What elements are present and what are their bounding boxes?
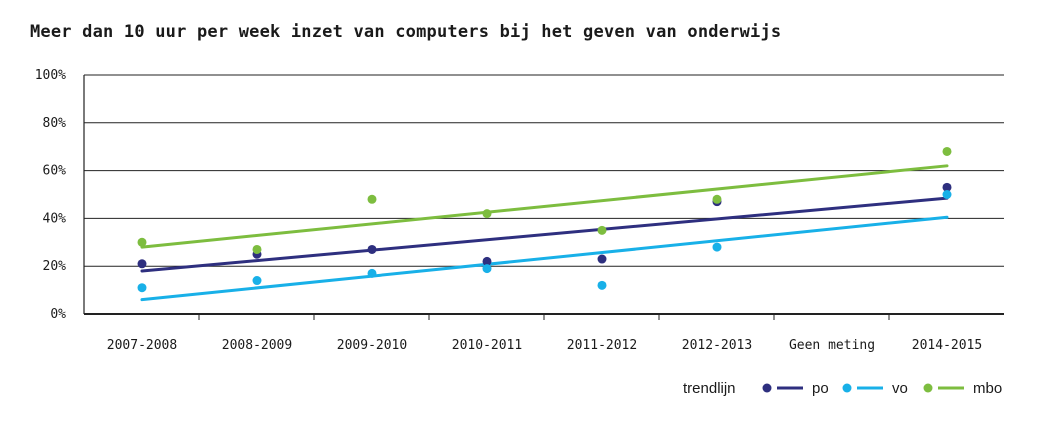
data-point-mbo <box>712 194 722 204</box>
point-layer <box>137 146 952 293</box>
legend-layer: trendlijn po vo mbo <box>683 380 1002 397</box>
data-point-vo <box>137 283 147 293</box>
legend-marker-vo <box>842 383 852 393</box>
data-point-vo <box>482 264 492 274</box>
trend-layer <box>140 164 949 302</box>
legend-title: trendlijn <box>683 380 736 397</box>
grid-layer <box>84 74 1004 267</box>
data-point-mbo <box>367 194 377 204</box>
axis-layer: 0% 20% 40% 60% 80% 100% 2007-2008 2008-2009 2009… <box>35 68 1004 353</box>
legend-label-po: po <box>812 380 829 397</box>
x-tick-label: 2012-2013 <box>682 338 752 353</box>
x-tick-label: 2009-2010 <box>337 338 407 353</box>
trendline-po <box>140 196 949 273</box>
data-point-po <box>942 182 952 192</box>
trendline-vo <box>140 215 949 302</box>
data-point-vo <box>942 190 952 199</box>
data-point-po <box>367 244 377 254</box>
data-point-mbo <box>482 209 492 219</box>
data-point-vo <box>597 280 607 290</box>
y-tick-label: 20% <box>43 259 67 274</box>
x-tick-label: 2010-2011 <box>452 338 522 353</box>
data-point-po <box>482 256 492 266</box>
x-tick-label: 2014-2015 <box>912 338 982 353</box>
x-tick-label: Geen meting <box>789 338 875 353</box>
x-tick-label: 2008-2009 <box>222 338 292 353</box>
legend-label-vo: vo <box>892 380 908 397</box>
data-point-vo <box>252 276 262 286</box>
trendline-mbo <box>140 164 949 249</box>
y-tick-label: 40% <box>43 211 67 226</box>
y-tick-label: 100% <box>35 68 66 83</box>
legend-label-mbo: mbo <box>973 380 1002 397</box>
legend-marker-po <box>762 383 772 393</box>
data-point-mbo <box>137 237 147 247</box>
data-point-mbo <box>597 225 607 235</box>
y-tick-label: 0% <box>50 307 66 322</box>
y-tick-label: 60% <box>43 164 67 179</box>
chart-title: Meer dan 10 uur per week inzet van compu… <box>30 22 782 42</box>
x-tick-label: 2011-2012 <box>567 338 637 353</box>
data-point-mbo <box>942 146 952 156</box>
x-tick-label: 2007-2008 <box>107 338 177 353</box>
y-tick-label: 80% <box>43 116 67 131</box>
data-point-vo <box>367 268 377 278</box>
data-point-vo <box>712 242 722 252</box>
legend-marker-mbo <box>923 383 933 393</box>
data-point-mbo <box>252 244 262 254</box>
data-point-po <box>597 254 607 264</box>
data-point-po <box>137 259 147 269</box>
